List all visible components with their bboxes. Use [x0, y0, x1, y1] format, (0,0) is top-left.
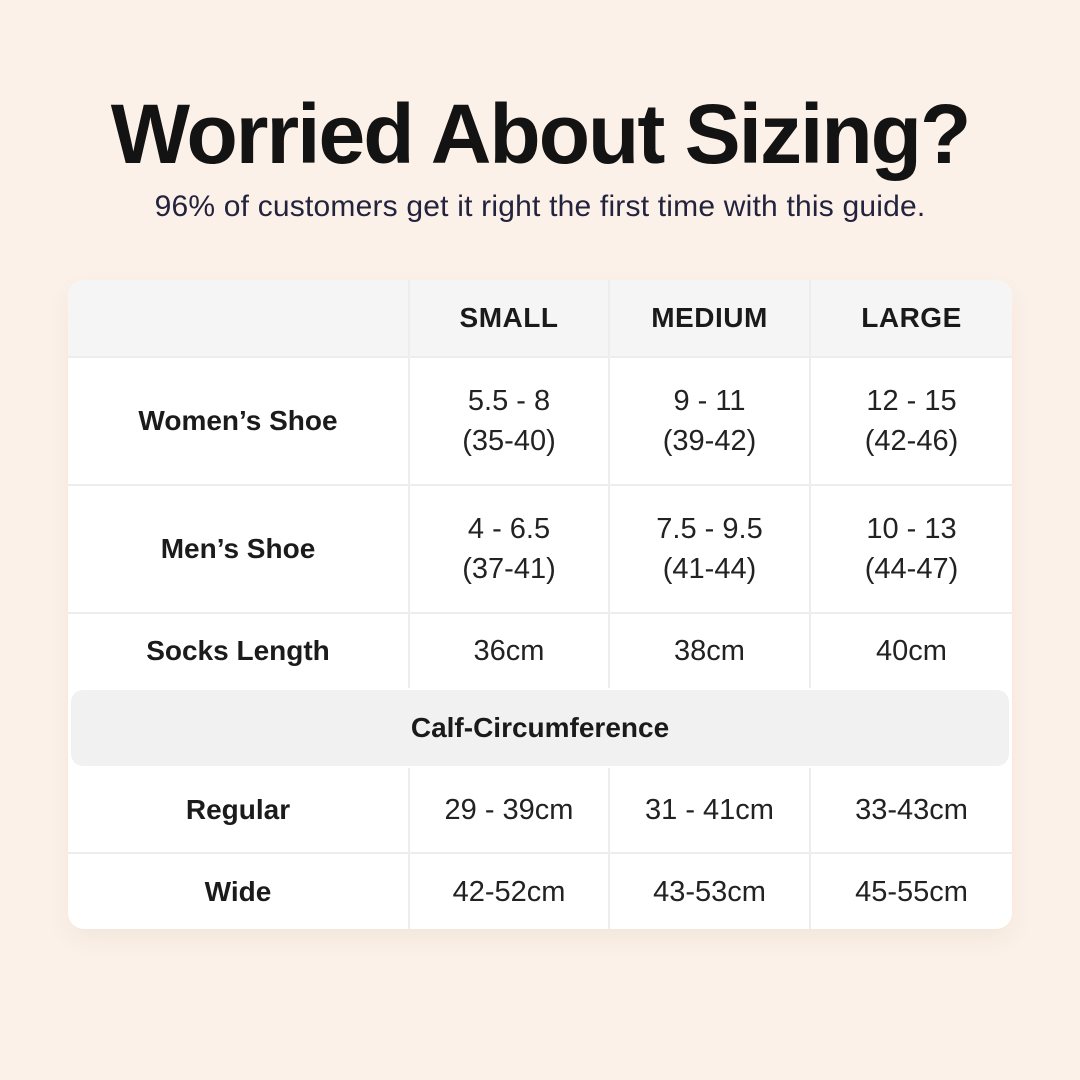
cell-value-secondary: (39-42): [662, 425, 757, 458]
cell-value-primary: 29 - 39cm: [444, 794, 574, 827]
cell-value-primary: 38cm: [674, 635, 745, 668]
row-label-wide: Wide: [68, 854, 410, 930]
cell-mens-small: 4 - 6.5 (37-41): [410, 486, 610, 613]
cell-value-primary: 43-53cm: [653, 875, 766, 908]
row-label-womens-shoe: Women’s Shoe: [68, 358, 410, 485]
header-cell-empty: [68, 280, 410, 357]
cell-value-secondary: (37-41): [462, 553, 556, 586]
table-row-mens-shoe: Men’s Shoe 4 - 6.5 (37-41) 7.5 - 9.5 (41…: [68, 484, 1012, 613]
table-row-regular: Regular 29 - 39cm 31 - 41cm 33-43cm: [68, 768, 1012, 853]
cell-womens-large: 12 - 15 (42-46): [811, 358, 1012, 484]
cell-wide-medium: 43-53cm: [610, 854, 811, 930]
cell-value-primary: 40cm: [876, 635, 947, 668]
table-header-row: SMALL MEDIUM LARGE: [68, 280, 1012, 357]
cell-value-primary: 31 - 41cm: [645, 794, 774, 827]
cell-socks-medium: 38cm: [610, 614, 811, 689]
cell-value-primary: 42-52cm: [452, 875, 566, 908]
cell-value-primary: 45-55cm: [855, 875, 968, 908]
cell-value-primary: 5.5 - 8: [467, 384, 551, 417]
cell-regular-small: 29 - 39cm: [410, 768, 610, 853]
section-header-label: Calf-Circumference: [410, 712, 670, 744]
row-label-mens-shoe: Men’s Shoe: [68, 486, 410, 613]
cell-value-primary: 12 - 15: [866, 384, 957, 417]
row-label-socks-length: Socks Length: [68, 614, 410, 689]
page-title: Worried About Sizing?: [110, 87, 972, 181]
cell-mens-large: 10 - 13 (44-47): [811, 486, 1012, 612]
cell-value-primary: 36cm: [473, 635, 545, 668]
page-subtitle: 96% of customers get it right the first …: [154, 190, 926, 224]
cell-value-primary: 9 - 11: [673, 384, 746, 417]
header-cell-small: SMALL: [410, 280, 610, 357]
cell-value-secondary: (41-44): [662, 553, 757, 586]
cell-mens-medium: 7.5 - 9.5 (41-44): [610, 486, 811, 613]
cell-womens-medium: 9 - 11 (39-42): [610, 358, 811, 485]
cell-wide-large: 45-55cm: [811, 854, 1012, 929]
section-header-calf-circumference: Calf-Circumference: [71, 690, 1009, 767]
cell-value-primary: 10 - 13: [866, 512, 957, 545]
table-section-row: Calf-Circumference: [68, 688, 1012, 768]
cell-socks-large: 40cm: [811, 614, 1012, 688]
cell-value-secondary: (44-47): [864, 553, 959, 586]
size-guide-table: SMALL MEDIUM LARGE Women’s Shoe 5.5 - 8 …: [68, 280, 1012, 930]
table-row-socks-length: Socks Length 36cm 38cm 40cm: [68, 612, 1012, 689]
table-row-wide: Wide 42-52cm 43-53cm 45-55cm: [68, 852, 1012, 930]
header-cell-medium: MEDIUM: [610, 280, 811, 357]
cell-wide-small: 42-52cm: [410, 854, 610, 930]
cell-regular-large: 33-43cm: [811, 768, 1012, 852]
row-label-regular: Regular: [68, 768, 410, 853]
cell-socks-small: 36cm: [410, 614, 610, 689]
cell-value-secondary: (35-40): [462, 425, 556, 458]
table-row-womens-shoe: Women’s Shoe 5.5 - 8 (35-40) 9 - 11 (39-…: [68, 356, 1012, 485]
cell-regular-medium: 31 - 41cm: [610, 768, 811, 853]
cell-value-primary: 33-43cm: [855, 794, 968, 827]
cell-value-primary: 7.5 - 9.5: [656, 512, 763, 545]
cell-value-primary: 4 - 6.5: [467, 512, 551, 545]
cell-womens-small: 5.5 - 8 (35-40): [410, 358, 610, 485]
header-cell-large: LARGE: [861, 302, 962, 334]
cell-value-secondary: (42-46): [864, 425, 959, 458]
